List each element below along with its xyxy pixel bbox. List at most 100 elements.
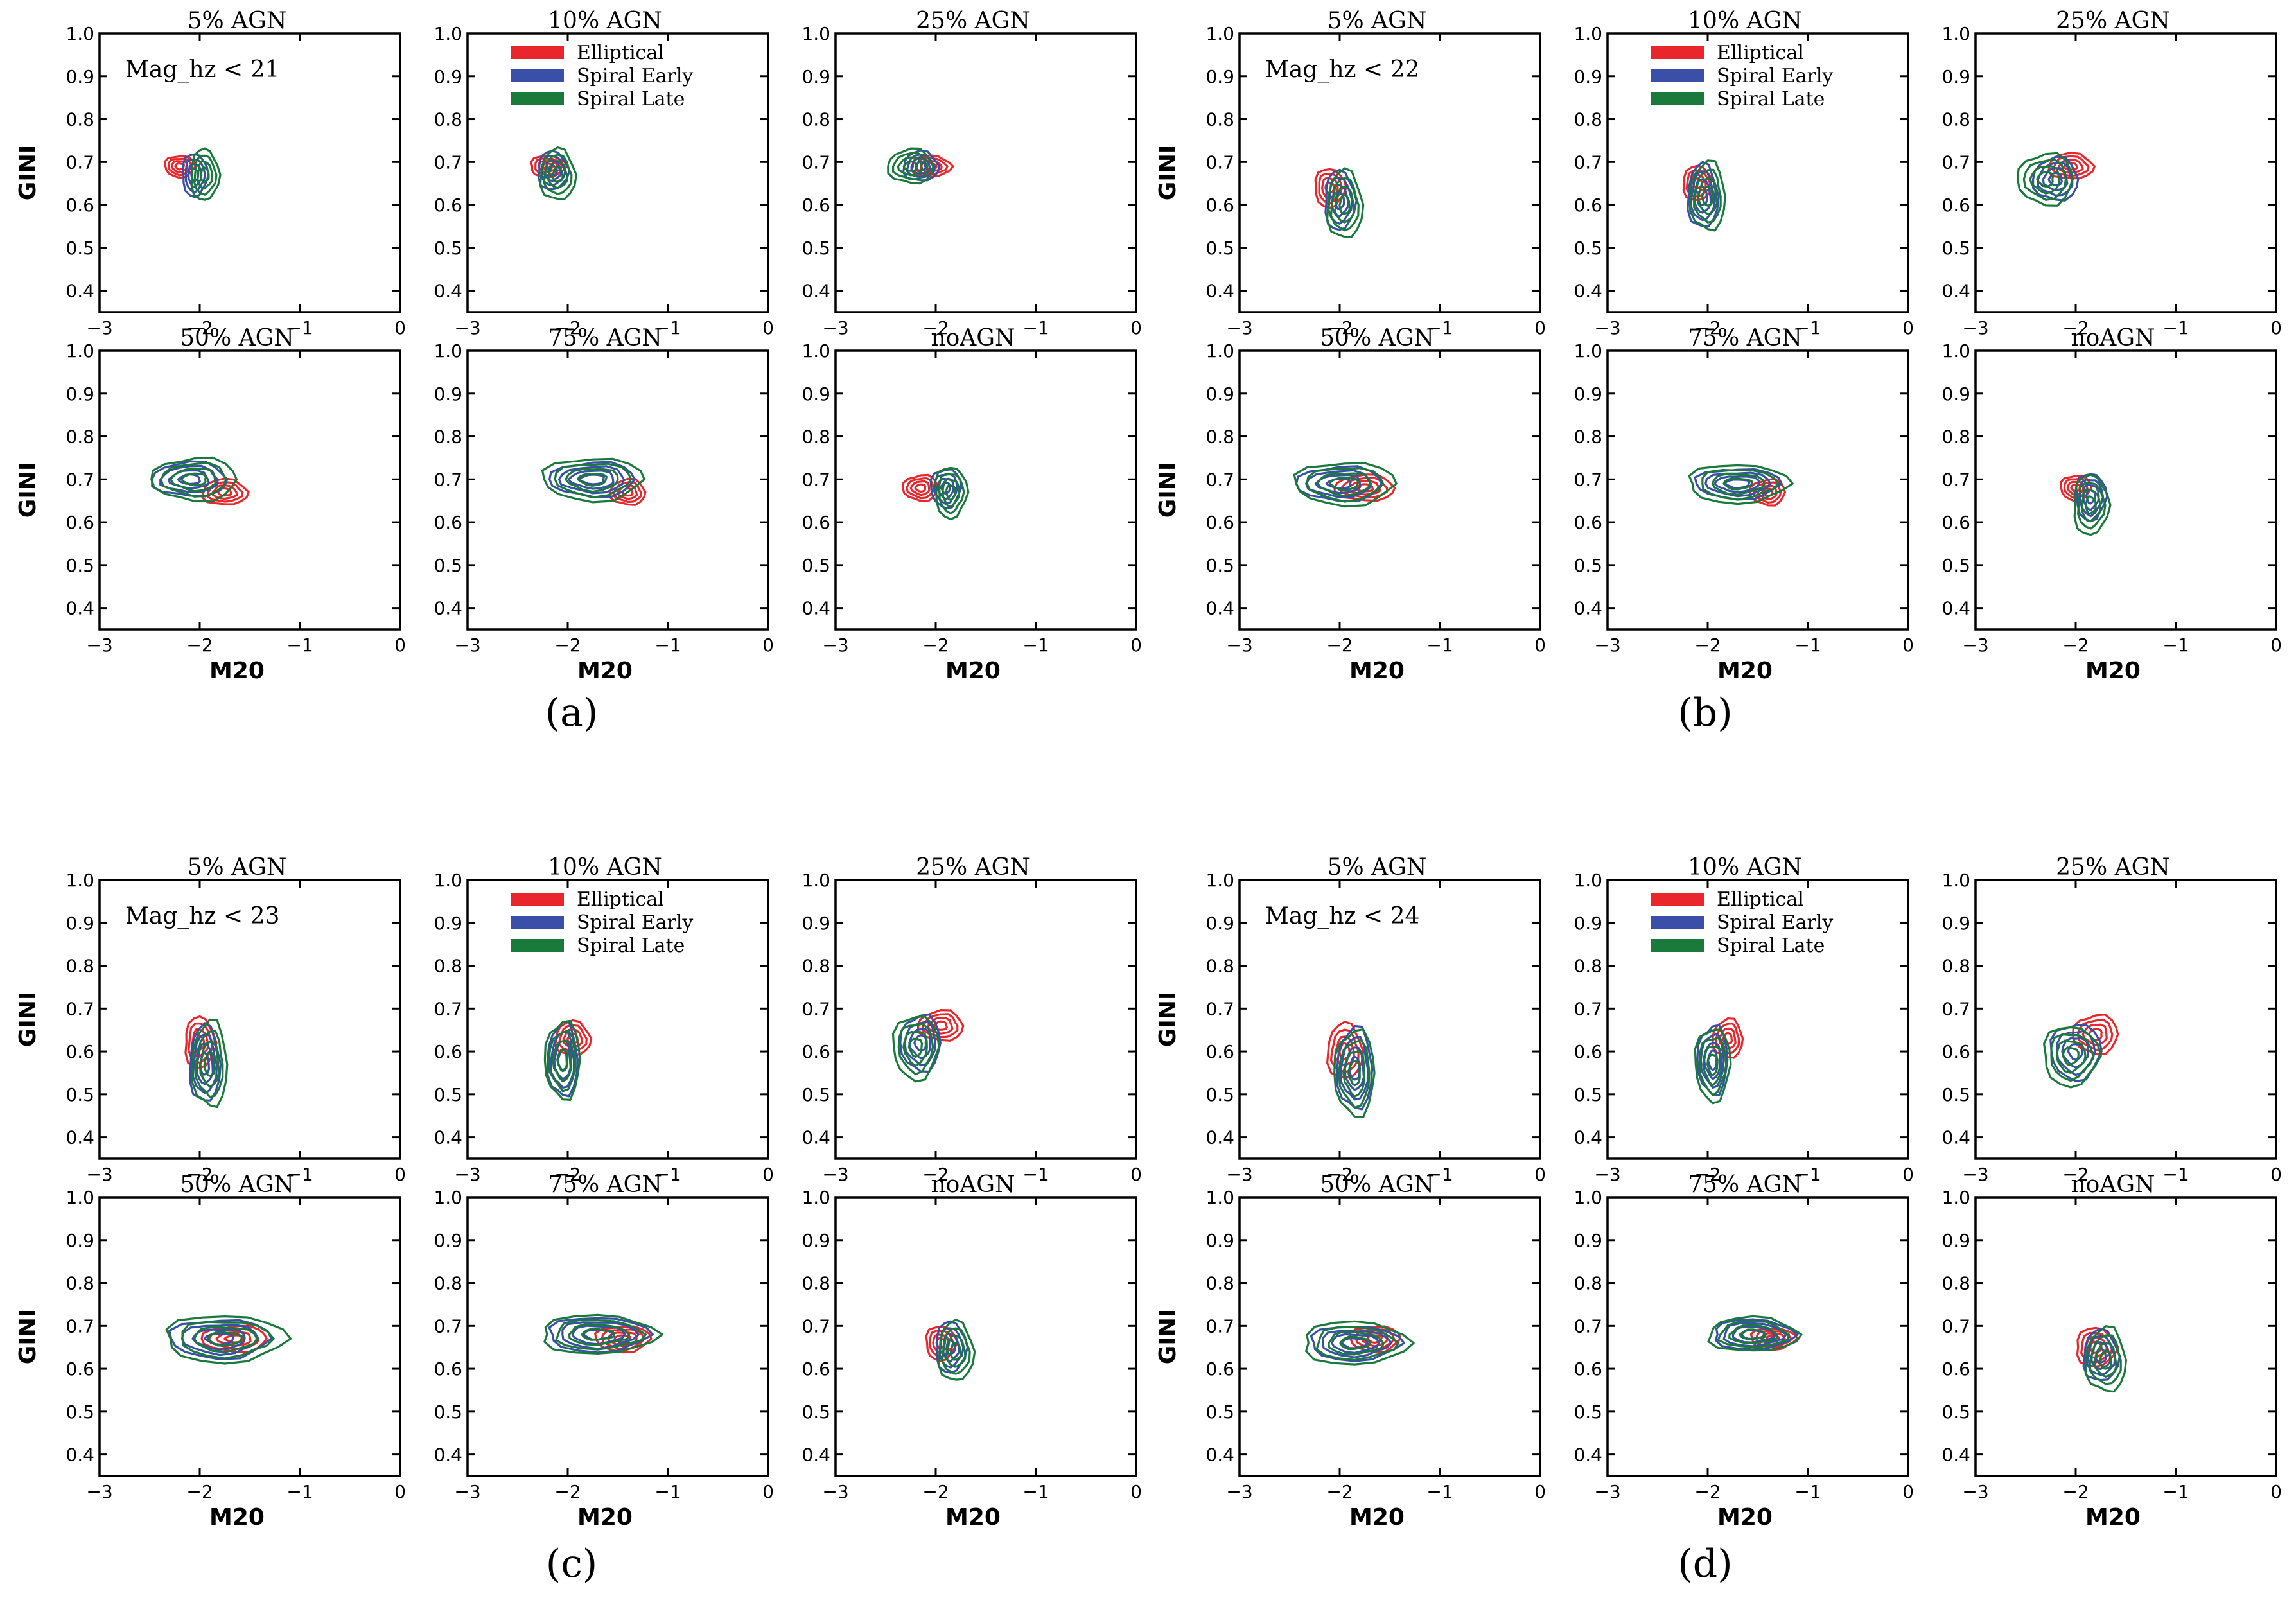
contour-line [887, 147, 934, 185]
y-tick-label: 1.0 [802, 870, 830, 891]
contour-line [1701, 468, 1780, 501]
y-tick-label: 0.7 [66, 998, 94, 1019]
x-tick-label: −1 [1022, 635, 1049, 656]
legend-label: Spiral Late [577, 935, 685, 957]
y-tick-label: 1.0 [434, 340, 462, 362]
contour-line [902, 160, 918, 172]
x-tick-label: 0 [1902, 1164, 1914, 1185]
x-tick-label: −2 [2062, 317, 2089, 338]
y-tick-label: 0.7 [1573, 1315, 1602, 1337]
figure-group-b: 0.40.50.60.70.80.91.0−3 −2 −1 05% AGNGINIMa… [1155, 8, 2282, 735]
panel-title: 75% AGN [548, 325, 662, 351]
contour-line [1331, 1333, 1380, 1354]
contour-set-spiral-late [150, 456, 238, 503]
legend-swatch [1651, 916, 1704, 929]
y-tick-label: 0.4 [66, 1127, 94, 1148]
axes-frame [98, 349, 401, 631]
legend-label: Spiral Late [1717, 88, 1825, 110]
x-tick-label: 0 [394, 1164, 406, 1185]
x-tick-label: 0 [1130, 1481, 1142, 1502]
panel-title: 10% AGN [548, 8, 662, 34]
x-tick-label: −2 [2062, 635, 2089, 656]
contour-line [891, 1015, 940, 1083]
axes-frame [1606, 1196, 1909, 1477]
x-tick-label: −3 [86, 317, 112, 338]
contour-line [938, 473, 965, 515]
x-tick-label: −2 [2062, 1164, 2089, 1185]
x-tick-label: −1 [1426, 317, 1453, 338]
contour-set-elliptical [902, 473, 940, 502]
x-tick-label: −1 [1022, 1164, 1049, 1185]
y-tick-label: 1.0 [1941, 340, 1970, 362]
contour-line [539, 146, 577, 200]
y-tick-label: 0.9 [1573, 66, 1602, 87]
x-tick-label: −1 [1794, 635, 1821, 656]
y-tick-label: 0.9 [66, 913, 94, 934]
contour-line [2029, 165, 2060, 195]
x-tick-label: −3 [1962, 1164, 1988, 1185]
y-tick-label: 1.0 [1205, 870, 1234, 891]
x-tick-label: −3 [822, 635, 848, 656]
y-tick-label: 0.8 [1573, 956, 1602, 977]
contour-line [2042, 167, 2069, 191]
y-tick-label: 0.4 [802, 1127, 830, 1148]
contour-line [548, 461, 636, 498]
contour-line [609, 477, 647, 506]
y-tick-label: 0.7 [1205, 469, 1234, 490]
contour-line [1722, 1032, 1733, 1045]
y-tick-label: 0.8 [66, 109, 94, 130]
y-tick-label: 0.6 [1573, 195, 1602, 216]
contour-line [1326, 167, 1365, 238]
contour-line [2098, 1349, 2112, 1370]
contour-line [1707, 1315, 1803, 1352]
x-tick-label: −3 [454, 635, 480, 656]
contour-line [581, 1328, 616, 1341]
x-tick-label: 0 [1902, 1481, 1914, 1502]
contour-line [1310, 1326, 1405, 1362]
y-tick-label: 0.6 [802, 195, 830, 216]
x-tick-label: 0 [394, 635, 406, 656]
contour-line [192, 1033, 218, 1094]
x-tick-label: −3 [1226, 635, 1252, 656]
contour-line [945, 1335, 967, 1368]
magnitude-cut-annotation: Mag_hz < 24 [1265, 903, 1419, 929]
legend-label: Spiral Early [577, 911, 693, 934]
y-tick-label: 1.0 [66, 23, 94, 44]
contour-set-spiral-late [541, 457, 646, 504]
contour-line [2073, 473, 2112, 536]
contour-line [906, 477, 935, 500]
contour-line [2055, 1039, 2087, 1075]
y-tick-label: 0.4 [802, 1445, 830, 1466]
contour-line [1293, 462, 1398, 508]
axes-frame [466, 32, 769, 313]
contour-line [1706, 1053, 1719, 1076]
contour-line [184, 1015, 218, 1069]
panel-title: noAGN [2071, 325, 2155, 351]
contour-line [945, 484, 957, 501]
y-tick-label: 1.0 [434, 870, 462, 891]
legend-label: Elliptical [577, 888, 664, 911]
panel-title: 50% AGN [1320, 325, 1434, 351]
y-tick-label: 0.7 [66, 1315, 94, 1337]
panel: 0.4 0.5 0.6 0.7 0.8 0.9 1.0 −3 −2 −1 0 10% AGN Ellip… [434, 8, 773, 338]
y-tick-label: 0.8 [434, 109, 462, 130]
x-tick-label: −3 [1226, 1481, 1252, 1502]
axes-frame [466, 879, 769, 1160]
contour-line [914, 483, 927, 493]
x-tick-label: −1 [286, 1164, 313, 1185]
contour-line [2084, 1325, 2127, 1393]
contour-line [2036, 171, 2054, 188]
contour-line [1693, 168, 1722, 224]
contour-line [1712, 1017, 1744, 1059]
contour-line [160, 461, 227, 498]
y-tick-label: 1.0 [1573, 340, 1602, 362]
y-tick-label: 0.4 [1205, 1127, 1234, 1148]
panel-title: 75% AGN [548, 1172, 662, 1198]
axes-frame [98, 1196, 401, 1477]
x-tick-label: 0 [2270, 317, 2282, 338]
contour-line [543, 1313, 663, 1355]
y-axis-label: GINI [1155, 992, 1181, 1047]
y-tick-label: 0.8 [434, 1273, 462, 1294]
y-tick-label: 0.5 [66, 238, 94, 259]
y-tick-label: 0.9 [1205, 1230, 1234, 1251]
